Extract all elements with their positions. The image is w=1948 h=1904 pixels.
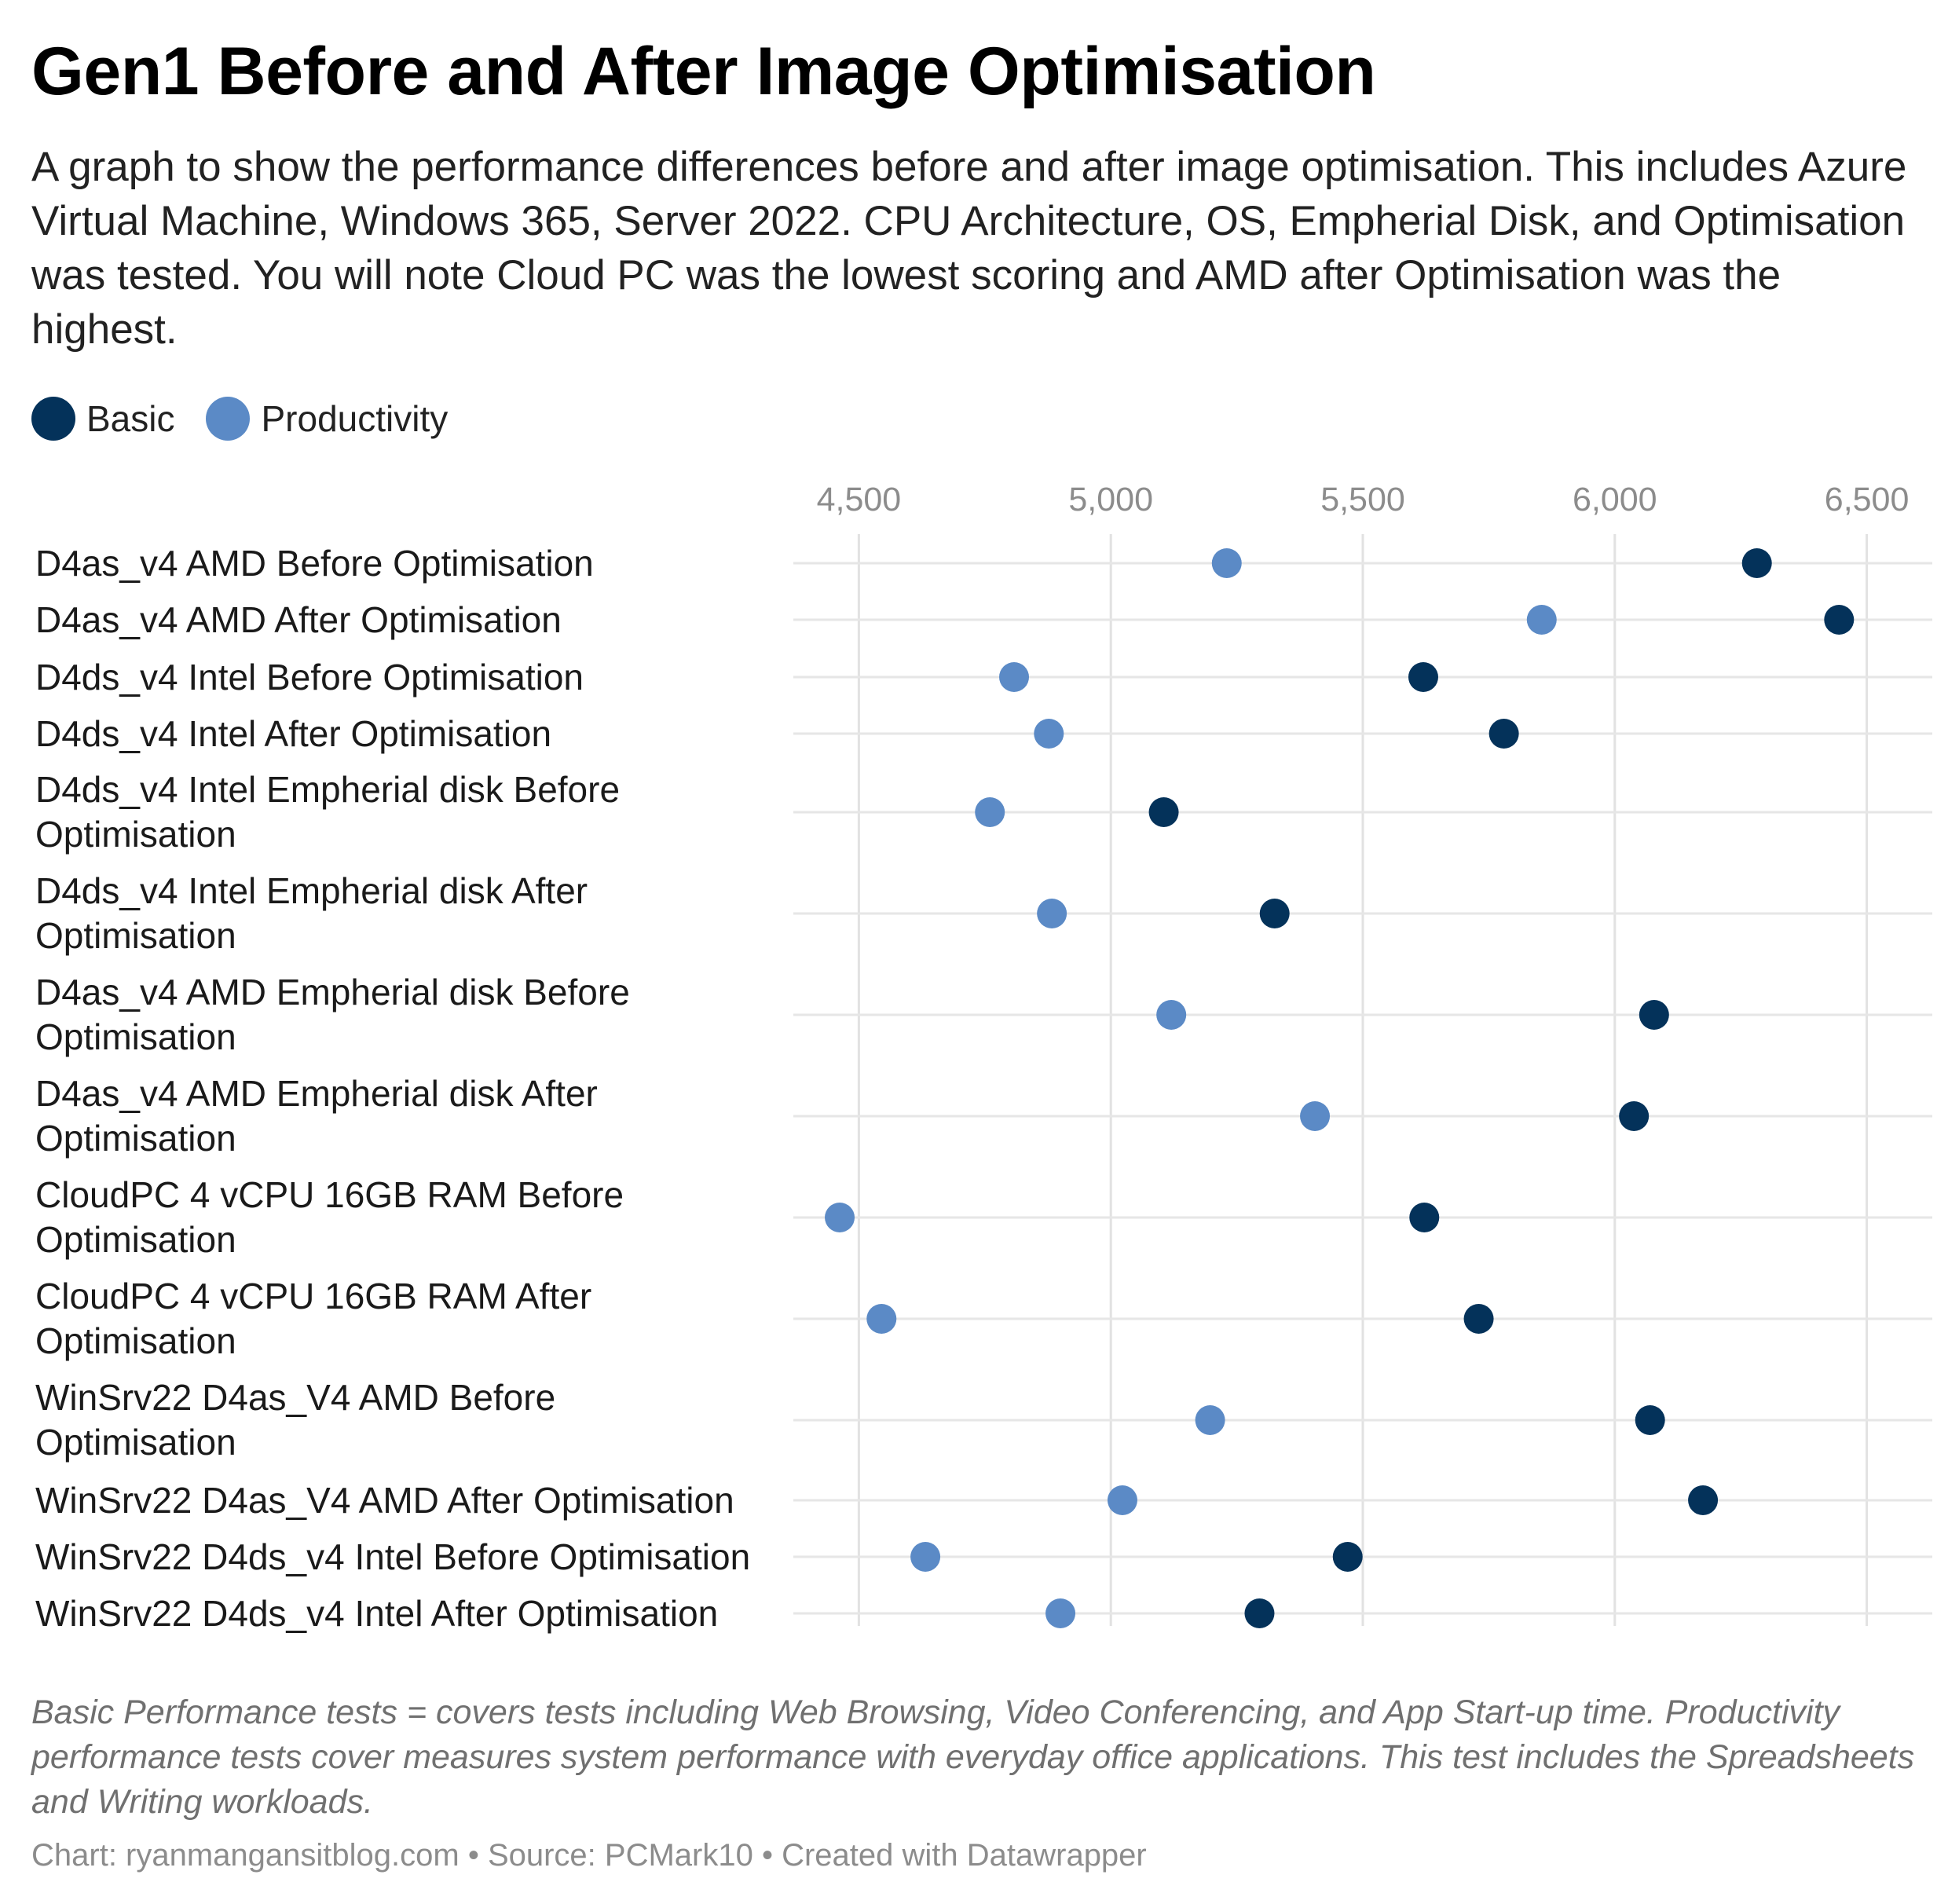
category-label: D4ds_v4 Intel After Optimisation [35,713,551,754]
dot-basic[interactable] [1148,797,1179,827]
legend-item-basic[interactable]: Basic [31,397,174,441]
dot-productivity[interactable] [1211,548,1242,578]
x-tick-label: 4,500 [817,481,902,518]
category-label: WinSrv22 D4as_V4 AMD Before Optimisation [35,1377,555,1463]
dot-basic[interactable] [1488,719,1519,749]
dot-basic[interactable] [1619,1101,1650,1131]
dot-productivity[interactable] [1045,1598,1076,1628]
category-label: D4ds_v4 Intel Empherial disk Before Optim… [35,769,620,855]
category-label: D4as_v4 AMD Before Optimisation [35,543,594,584]
chart-subtitle: A graph to show the performance differen… [31,144,1907,353]
dot-productivity[interactable] [1034,719,1064,749]
dot-plot: 4,500 5,000 5,500 6,000 6,500 D4as_v4 AMD Bef… [35,481,1932,1634]
dot-productivity[interactable] [910,1542,941,1572]
category-label: D4as_v4 AMD Empherial disk After Optimisa… [35,1073,598,1159]
dot-basic[interactable] [1408,662,1438,692]
chart-title: Gen1 Before and After Image Optimisation [31,34,1376,109]
x-tick-label: 5,500 [1320,481,1405,518]
x-tick-label: 5,000 [1068,481,1153,518]
dot-productivity[interactable] [975,797,1005,827]
legend-label-productivity: Productivity [261,398,449,439]
dot-productivity[interactable] [1156,1000,1187,1030]
dot-productivity[interactable] [866,1304,897,1334]
category-label: WinSrv22 D4ds_v4 Intel After Optimisatio… [35,1593,718,1634]
dot-productivity[interactable] [1526,605,1557,635]
dot-basic[interactable] [1409,1203,1440,1232]
category-label: D4as_v4 AMD Empherial disk Before Optimis… [35,972,630,1057]
dot-productivity[interactable] [1300,1101,1331,1131]
dot-basic[interactable] [1332,1542,1363,1572]
x-tick-label: 6,500 [1825,481,1910,518]
dot-productivity[interactable] [825,1203,855,1232]
dot-basic[interactable] [1244,1598,1275,1628]
dot-productivity[interactable] [1037,899,1067,928]
category-label: WinSrv22 D4ds_v4 Intel Before Optimisati… [35,1536,750,1577]
chart-notes: Basic Performance tests = covers tests i… [31,1693,1915,1821]
dot-basic[interactable] [1635,1405,1665,1435]
legend-item-productivity[interactable]: Productivity [206,397,448,441]
category-label: D4ds_v4 Intel Empherial disk After Optimi… [35,870,588,956]
x-tick-label: 6,000 [1573,481,1657,518]
dot-basic[interactable] [1824,605,1855,635]
dot-basic[interactable] [1463,1304,1494,1334]
dot-productivity[interactable] [1107,1485,1137,1515]
dot-productivity[interactable] [1195,1405,1225,1435]
legend: Basic Productivity [31,393,479,445]
legend-dot-productivity-icon [206,397,251,441]
dot-basic[interactable] [1259,899,1290,928]
category-label: D4as_v4 AMD After Optimisation [35,599,562,640]
category-label: CloudPC 4 vCPU 16GB RAM After Optimisatio… [35,1276,591,1361]
chart-footer: Chart: ryanmangansitblog.com • Source: P… [31,1838,1147,1873]
legend-label-basic: Basic [86,398,175,439]
legend-dot-basic-icon [31,397,75,441]
dot-basic[interactable] [1639,1000,1669,1030]
category-label: D4ds_v4 Intel Before Optimisation [35,657,584,698]
category-label: WinSrv22 D4as_V4 AMD After Optimisation [35,1480,734,1521]
dot-basic[interactable] [1741,548,1772,578]
dot-productivity[interactable] [999,662,1030,692]
category-label: CloudPC 4 vCPU 16GB RAM Before Optimisati… [35,1174,624,1260]
dot-basic[interactable] [1688,1485,1719,1515]
